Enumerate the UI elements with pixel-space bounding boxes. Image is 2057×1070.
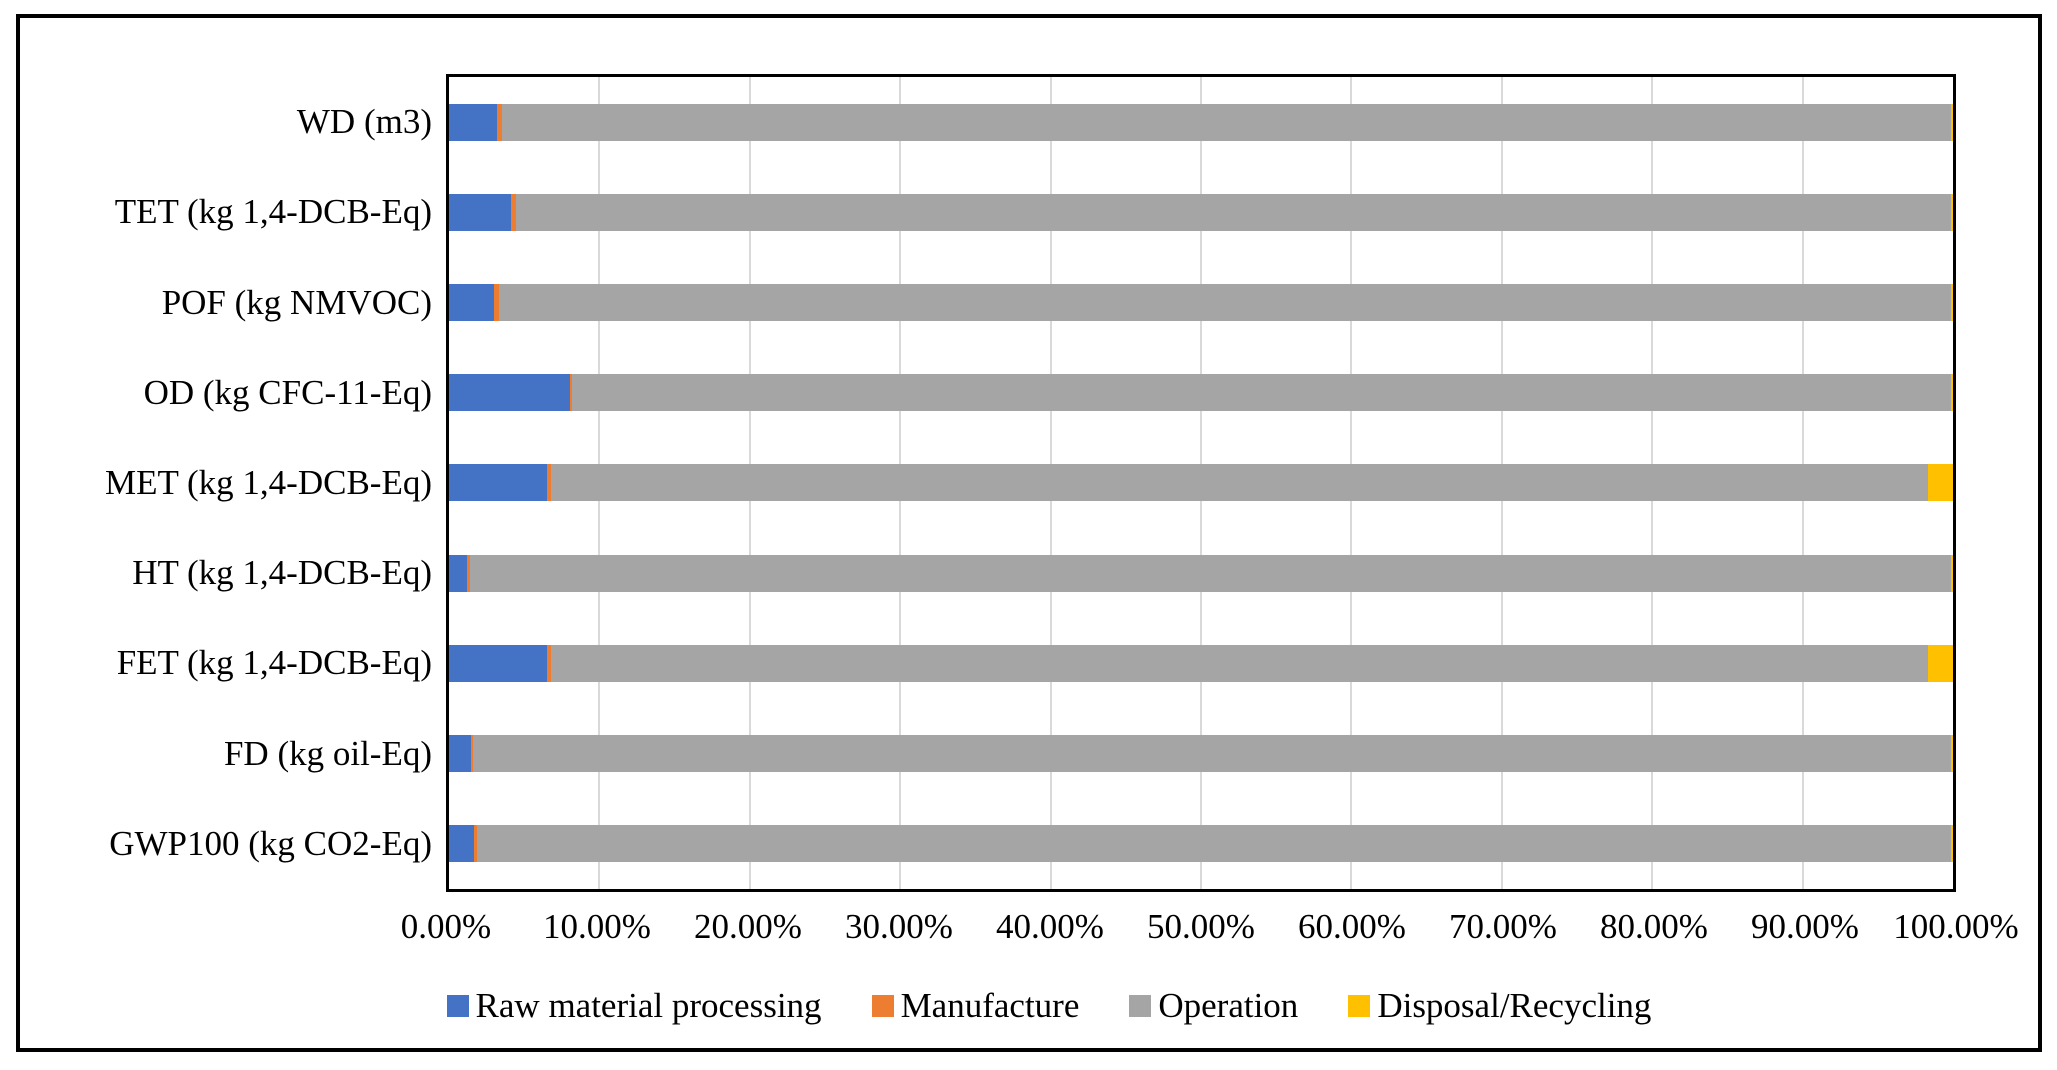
bar-segment — [1928, 464, 1953, 502]
legend-item: Disposal/Recycling — [1348, 984, 1651, 1028]
bar-segment — [1928, 644, 1953, 682]
bar-segment — [449, 644, 547, 682]
bar-segment — [494, 284, 500, 322]
category-label: MET (kg 1,4-DCB-Eq) — [105, 462, 432, 502]
category-label: GWP100 (kg CO2-Eq) — [109, 823, 432, 863]
y-axis-labels: WD (m3) TET (kg 1,4-DCB-Eq) POF (kg NMVOC)… — [40, 77, 432, 889]
bar-segment — [1951, 735, 1953, 773]
bar-segment — [1951, 374, 1953, 412]
bar-row — [449, 438, 1953, 528]
bar-segment — [467, 554, 471, 592]
x-tick-label: 30.00% — [845, 907, 953, 946]
bar-segment — [1951, 103, 1953, 141]
bar-segment — [449, 554, 468, 592]
bar-segment — [570, 374, 573, 412]
bar-row — [449, 257, 1953, 347]
bar-segment — [572, 374, 1952, 412]
bar-row — [449, 167, 1953, 257]
stacked-bar — [449, 735, 1953, 773]
bar-segment — [476, 825, 1952, 863]
bar-segment — [1951, 284, 1953, 322]
category-label: TET (kg 1,4-DCB-Eq) — [114, 192, 432, 232]
stacked-bar — [449, 644, 1953, 682]
stacked-bar — [449, 554, 1953, 592]
x-tick-label: 90.00% — [1751, 907, 1859, 946]
x-tick-label: 70.00% — [1449, 907, 1557, 946]
bar-segment — [546, 464, 551, 502]
bar-row — [449, 709, 1953, 799]
x-tick-label: 40.00% — [996, 907, 1104, 946]
x-tick-label: 80.00% — [1600, 907, 1708, 946]
bar-segment — [499, 284, 1952, 322]
bar-segment — [550, 464, 1929, 502]
stacked-bar — [449, 103, 1953, 141]
legend-label: Manufacture — [900, 986, 1080, 1025]
legend-label: Disposal/Recycling — [1377, 986, 1652, 1025]
bar-segment — [449, 735, 471, 773]
bar-segment — [510, 193, 516, 231]
bar-segment — [1951, 554, 1953, 592]
x-tick-label: 0.00% — [400, 907, 492, 946]
bar-segment — [449, 193, 511, 231]
bar-segment — [1951, 825, 1953, 863]
bar-segment — [502, 103, 1952, 141]
category-label: OD (kg CFC-11-Eq) — [143, 372, 432, 412]
bar-row — [449, 528, 1953, 618]
bar-row — [449, 348, 1953, 438]
legend-item: Manufacture — [871, 984, 1080, 1028]
bar-segment — [515, 193, 1952, 231]
legend-item: Operation — [1129, 984, 1298, 1028]
bar-segment — [449, 374, 571, 412]
legend-swatch-icon — [446, 995, 469, 1017]
x-tick-label: 60.00% — [1298, 907, 1406, 946]
bar-segment — [449, 284, 495, 322]
stacked-bar — [449, 374, 1953, 412]
bar-segment — [1951, 193, 1953, 231]
stacked-bar — [449, 284, 1953, 322]
legend: Raw material processing Manufacture Operat… — [36, 984, 2057, 1028]
stacked-bar — [449, 193, 1953, 231]
bar-segment — [470, 735, 474, 773]
category-label: HT (kg 1,4-DCB-Eq) — [132, 553, 432, 593]
legend-label: Operation — [1158, 986, 1299, 1025]
category-label: POF (kg NMVOC) — [161, 282, 432, 322]
x-tick-label: 100.00% — [1893, 907, 2019, 946]
bar-row — [449, 77, 1953, 167]
bar-segment — [449, 464, 547, 502]
bar-row — [449, 799, 1953, 889]
bar-segment — [497, 103, 503, 141]
legend-item: Raw material processing — [446, 984, 822, 1028]
bar-rows — [449, 77, 1953, 889]
category-label: WD (m3) — [296, 102, 432, 142]
stacked-bar — [449, 464, 1953, 502]
x-tick-label: 20.00% — [694, 907, 802, 946]
bar-row — [449, 618, 1953, 708]
bar-segment — [473, 825, 477, 863]
category-label: FD (kg oil-Eq) — [223, 733, 432, 773]
x-tick-label: 10.00% — [543, 907, 651, 946]
bar-segment — [449, 103, 498, 141]
x-tick-label: 50.00% — [1147, 907, 1255, 946]
bar-segment — [550, 644, 1929, 682]
legend-swatch-icon — [871, 995, 894, 1017]
x-axis-tick-labels: 0.00% 10.00% 20.00% 30.00% 40.00% 50.00% 60.00… — [401, 904, 2019, 950]
legend-label: Raw material processing — [475, 986, 822, 1025]
stacked-bar — [449, 825, 1953, 863]
plot-area — [446, 74, 1956, 892]
category-label: FET (kg 1,4-DCB-Eq) — [116, 643, 432, 683]
legend-swatch-icon — [1348, 995, 1371, 1017]
bar-segment — [449, 825, 474, 863]
bar-segment — [473, 735, 1952, 773]
figure-frame: WD (m3) TET (kg 1,4-DCB-Eq) POF (kg NMVOC)… — [16, 14, 2042, 1052]
legend-swatch-icon — [1129, 995, 1152, 1017]
bar-segment — [470, 554, 1952, 592]
bar-segment — [546, 644, 551, 682]
